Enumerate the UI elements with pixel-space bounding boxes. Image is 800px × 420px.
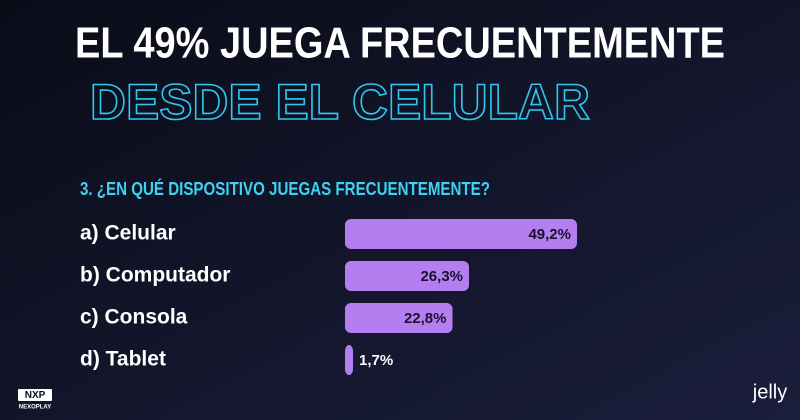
category-label: d) Tablet [80,348,166,371]
chart-subtitle: DESDE EL CELULAR [90,74,590,130]
value-label: 22,8% [404,310,447,327]
bar [345,261,470,291]
logo-box [18,389,52,401]
category-label: b) Computador [80,264,230,287]
value-label: 1,7% [359,352,393,369]
value-label: 26,3% [420,268,463,285]
bar [345,303,453,333]
question: 3. ¿EN QUÉ DISPOSITIVO JUEGAS FRECUENTEM… [80,178,490,199]
bar [345,219,577,249]
category-label: c) Consola [80,306,188,329]
logo-left: NXP [25,390,46,401]
chart-title: EL 49% JUEGA FRECUENTEMENTE [75,19,725,68]
logo-right: jelly [752,381,787,403]
value-label: 49,2% [528,226,571,243]
category-label: a) Celular [80,222,176,245]
logo-left-sub: NEXOPLAY [19,405,51,411]
bar [345,345,354,375]
